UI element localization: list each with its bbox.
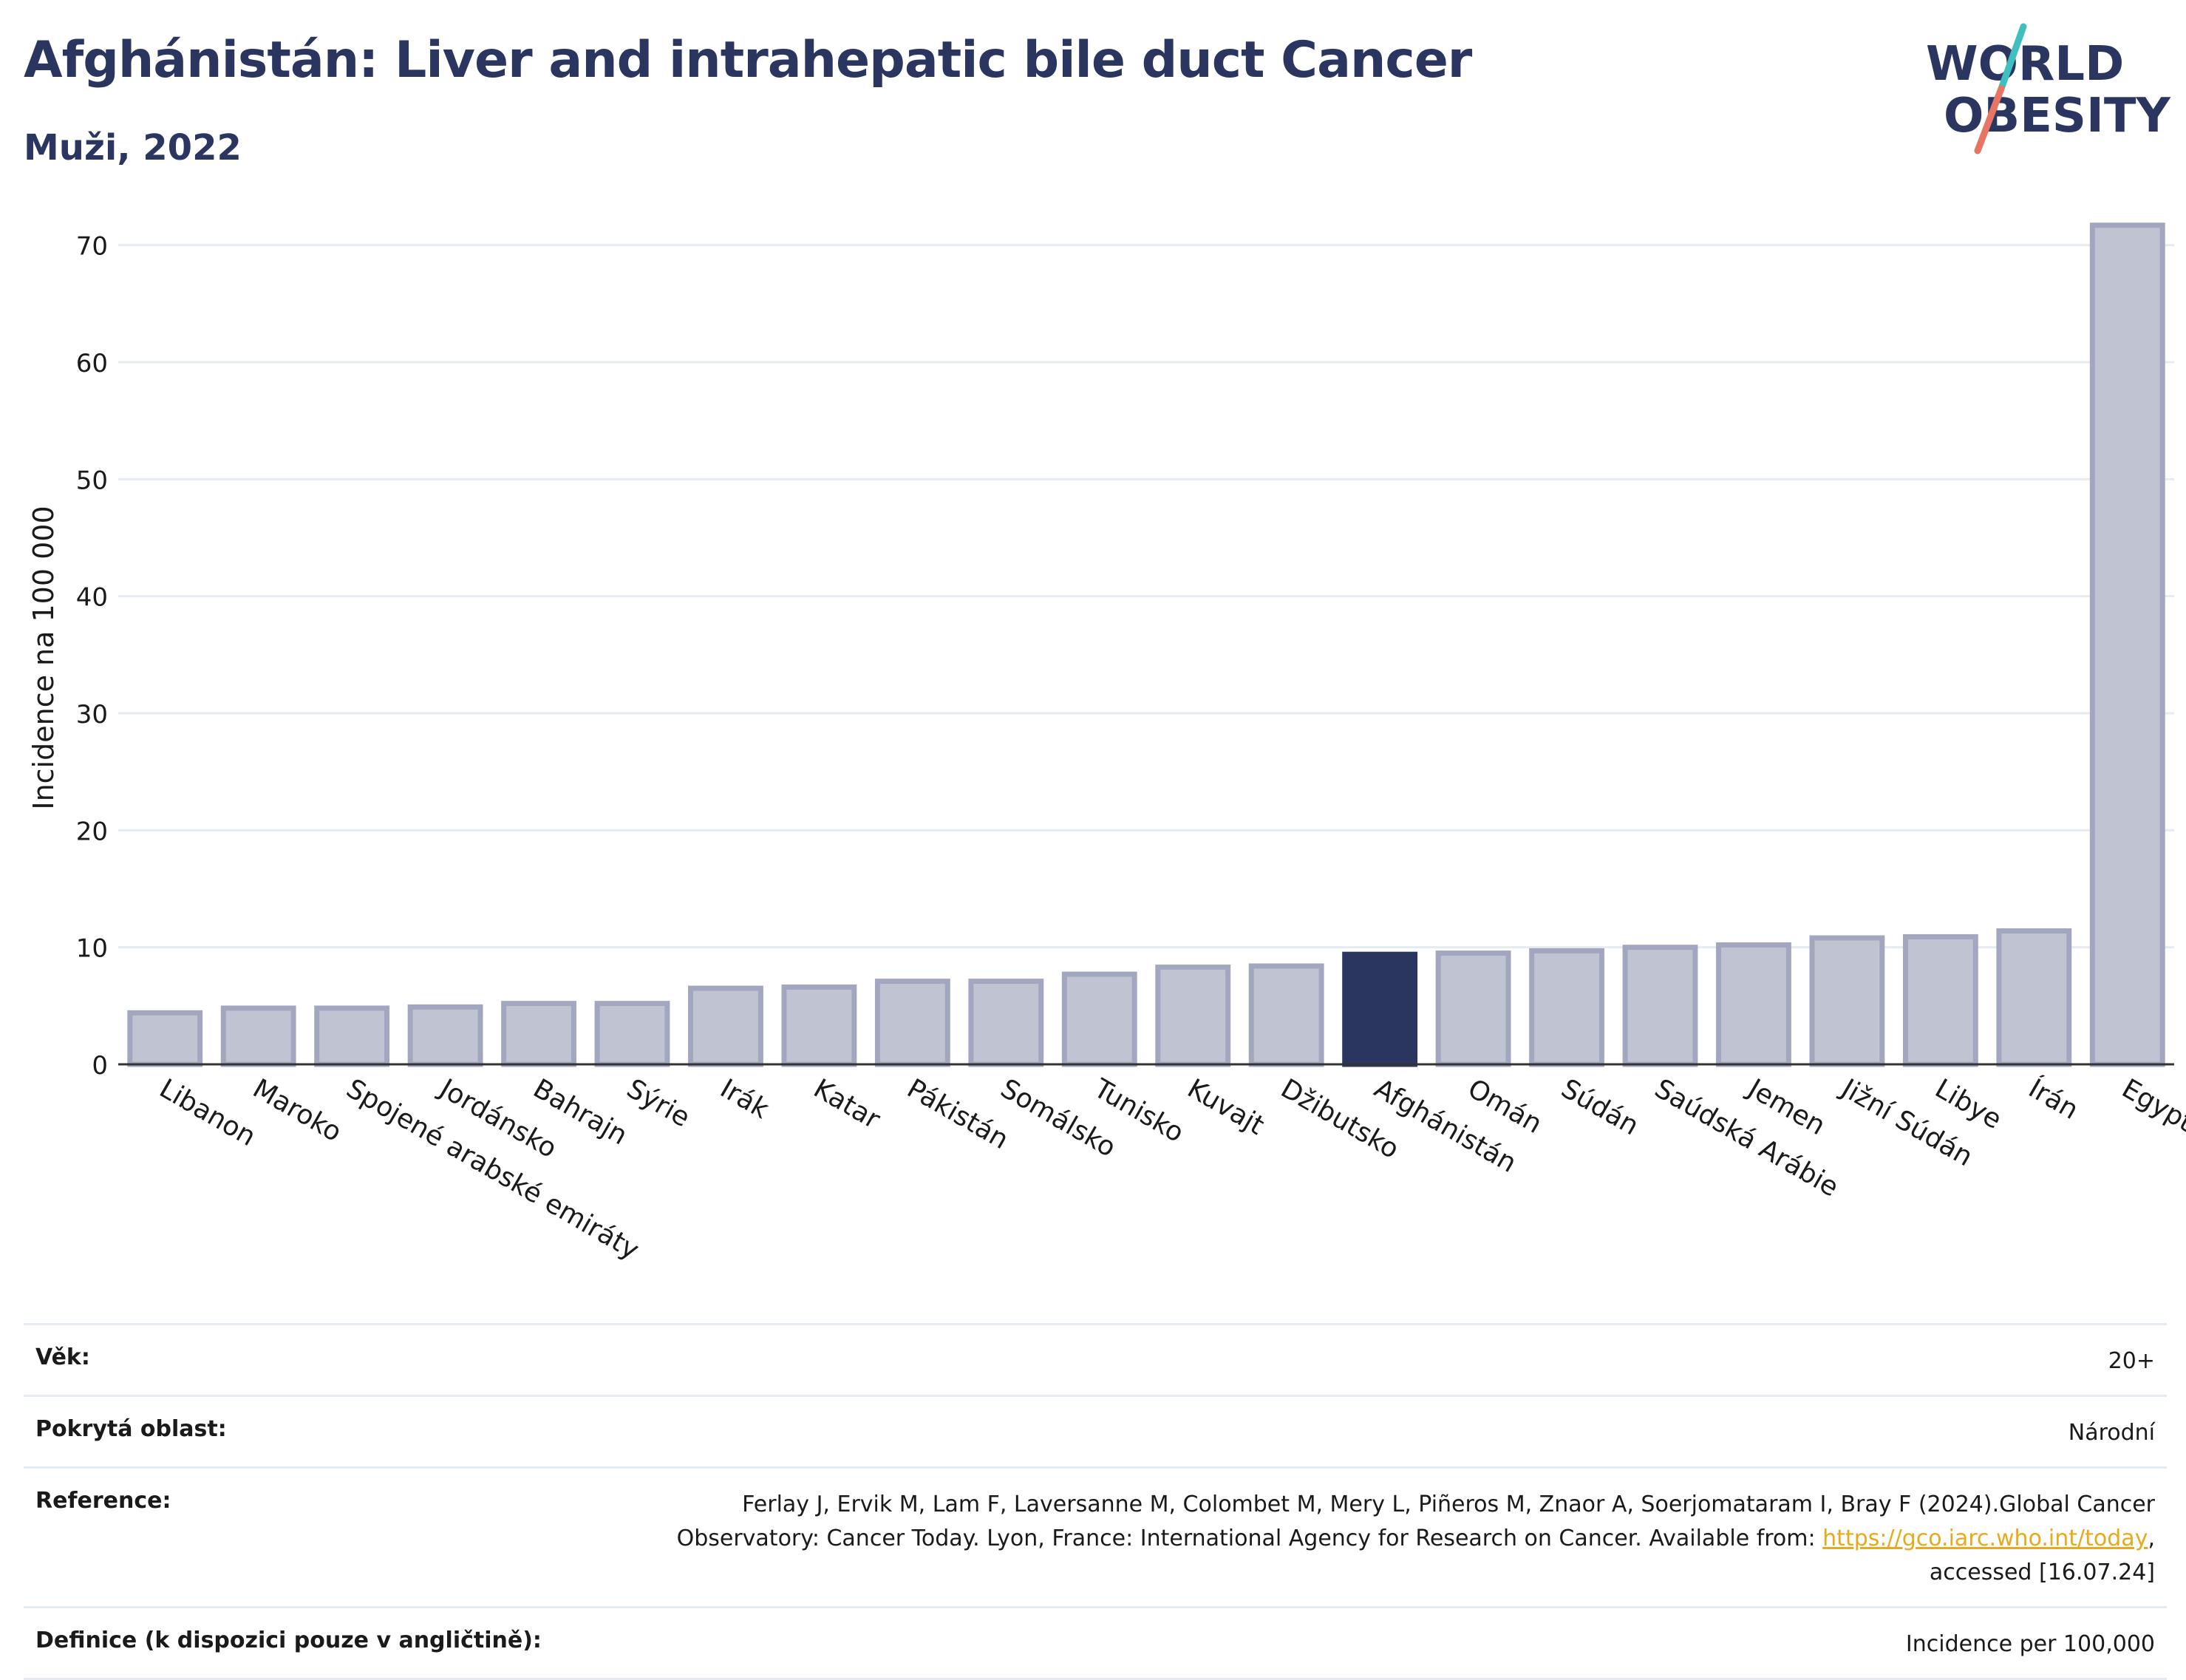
bar-10 (1061, 971, 1137, 1067)
logo-coral-slash (1974, 85, 2005, 154)
bar-5 (594, 1001, 670, 1067)
reference-value: Ferlay J, Ervik M, Lam F, Laversanne M, … (677, 1488, 2155, 1590)
bar-21 (2089, 222, 2165, 1067)
reference-label: Reference: (35, 1488, 171, 1514)
logo-word-world: WORLD (1926, 37, 2124, 92)
bar-4 (501, 1001, 576, 1067)
bar-9 (968, 979, 1044, 1067)
info-row-age: Věk: 20+ (24, 1323, 2167, 1395)
bar-0 (127, 1010, 203, 1067)
bar-15 (1529, 948, 1604, 1067)
bar-19 (1902, 933, 1978, 1067)
bar-16 (1622, 945, 1698, 1067)
x-tick-label: Libanon (154, 1073, 261, 1152)
age-label: Věk: (35, 1344, 90, 1370)
bar-17 (1716, 942, 1791, 1067)
x-tick-label: Írán (2023, 1072, 2084, 1126)
y-tick-label: 20 (76, 817, 108, 846)
area-value: Národní (2068, 1420, 2155, 1446)
y-tick-label: 40 (76, 583, 108, 613)
x-tick-label: Egypt (2117, 1073, 2186, 1137)
reference-text-4: accessed [16.07.24] (1929, 1560, 2155, 1585)
bar-7 (781, 984, 857, 1067)
bar-14 (1435, 950, 1511, 1067)
x-tick-label: Irák (715, 1073, 774, 1125)
chart-subtitle: Muži, 2022 (24, 127, 242, 169)
bar-11 (1155, 965, 1231, 1067)
bar-3 (407, 1004, 483, 1067)
bar-6 (688, 985, 763, 1067)
age-value: 20+ (2108, 1348, 2155, 1374)
bars (127, 222, 2165, 1067)
definition-label: Definice (k dispozici pouze v angličtině… (35, 1628, 542, 1653)
y-axis-label: Incidence na 100 000 (27, 506, 60, 809)
bar-8 (874, 979, 950, 1067)
reference-text-3: , (2148, 1526, 2155, 1551)
reference-text-2: Observatory: Cancer Today. Lyon, France:… (676, 1526, 1823, 1551)
y-tick-label: 10 (76, 934, 108, 964)
y-tick-label: 60 (76, 349, 108, 378)
x-tick-label: Katar (808, 1073, 885, 1135)
reference-text-1: Ferlay J, Ervik M, Lam F, Laversanne M, … (742, 1492, 2155, 1517)
info-row-area: Pokrytá oblast: Národní (24, 1395, 2167, 1466)
definition-value: Incidence per 100,000 (1905, 1631, 2155, 1657)
y-tick-label: 0 (92, 1051, 108, 1081)
bar-highlight-13 (1342, 951, 1418, 1067)
x-tick-label: Pákistán (902, 1073, 1013, 1155)
y-tick-label: 30 (76, 700, 108, 730)
x-tick-label: Kuvajt (1182, 1073, 1270, 1141)
info-table: Věk: 20+ Pokrytá oblast: Národní Referen… (24, 1323, 2167, 1680)
y-axis-ticks: 0 10 20 30 40 50 60 70 (76, 232, 108, 1081)
logo-teal-slash (1998, 23, 2027, 92)
world-obesity-logo: WORLD OBESITY (1926, 23, 2170, 154)
bar-18 (1809, 935, 1885, 1067)
bar-12 (1248, 963, 1324, 1067)
chart-title: Afghánistán: Liver and intrahepatic bile… (24, 31, 1472, 89)
x-tick-label: Maroko (248, 1073, 347, 1148)
y-tick-label: 70 (76, 232, 108, 262)
area-label: Pokrytá oblast: (35, 1416, 227, 1442)
y-tick-label: 50 (76, 466, 108, 495)
bar-20 (1996, 928, 2072, 1067)
reference-link[interactable]: https://gco.iarc.who.int/today (1822, 1526, 2148, 1551)
bar-1 (220, 1005, 296, 1067)
info-row-definition: Definice (k dispozici pouze v angličtině… (24, 1606, 2167, 1680)
gridlines (118, 244, 2174, 949)
x-tick-label: Súdán (1556, 1073, 1644, 1141)
bar-2 (314, 1005, 390, 1067)
info-row-reference: Reference: Ferlay J, Ervik M, Lam F, Lav… (24, 1466, 2167, 1606)
